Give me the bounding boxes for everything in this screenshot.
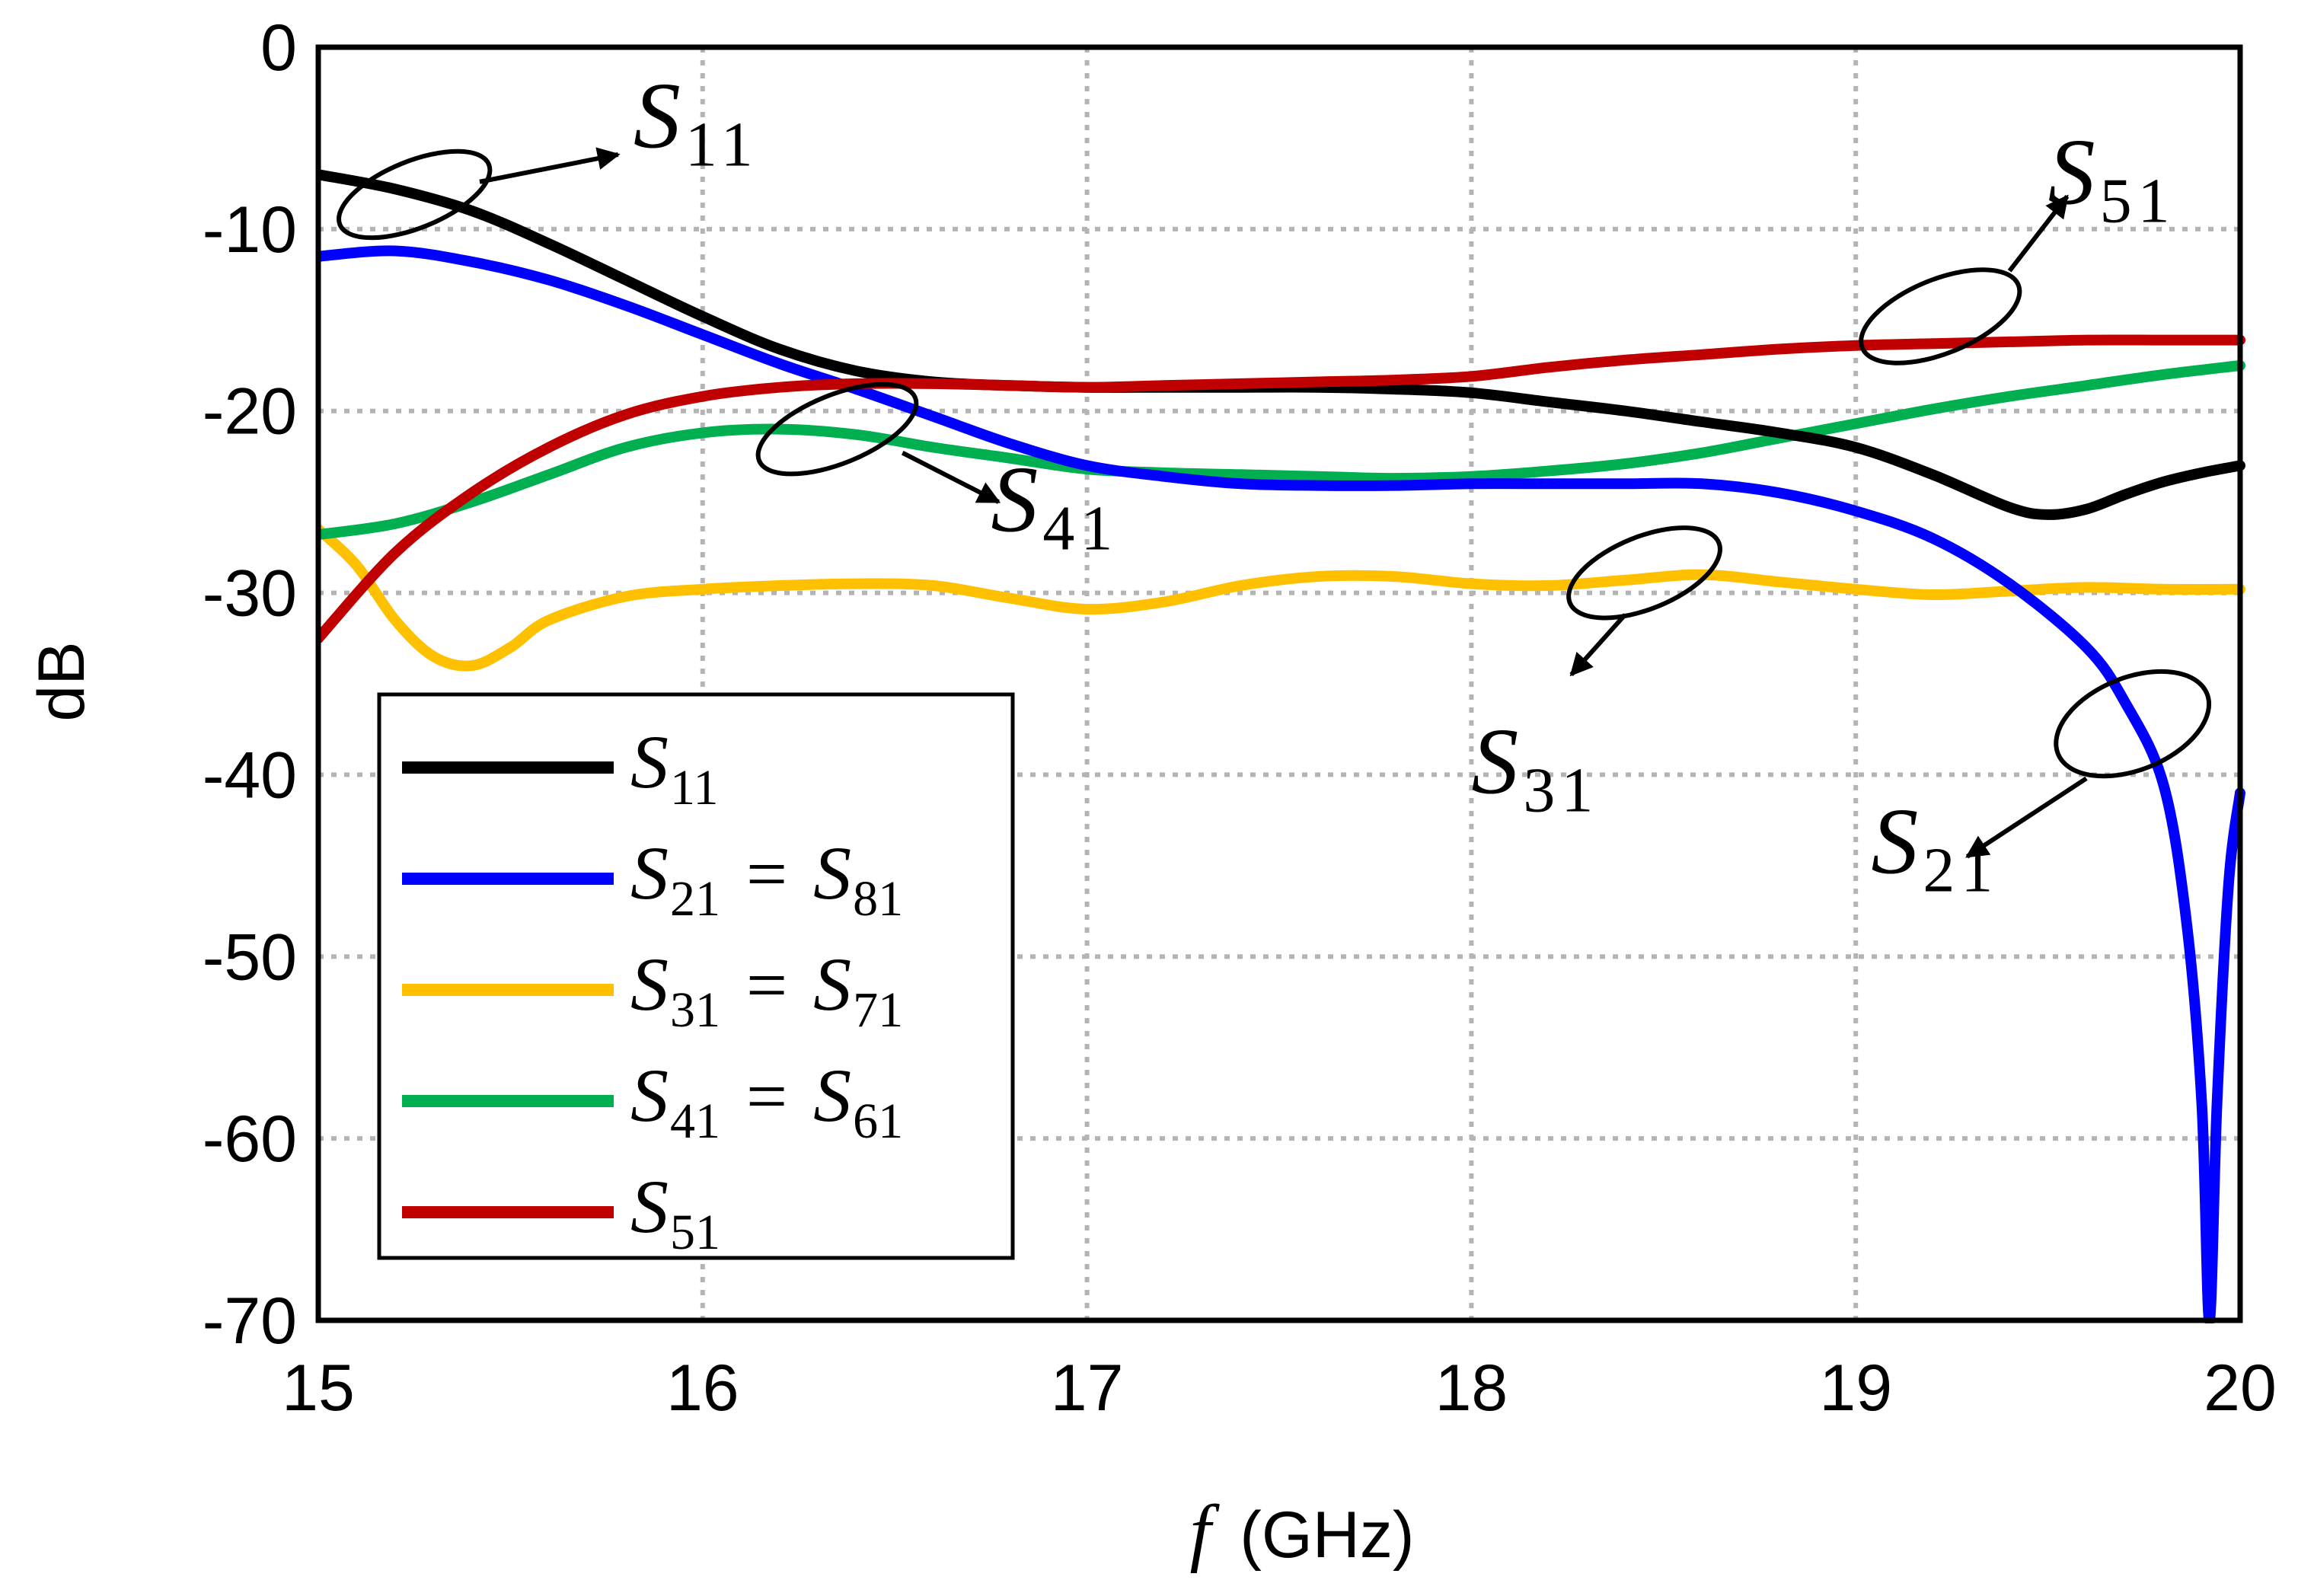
legend-item-s21: S21 = S81 [402,831,903,927]
legend-symbol-2: S [813,831,851,915]
series-line-s41 [318,360,2245,541]
y-tick-label--40: -40 [203,739,297,812]
x-axis-label-unit: (GHz) [1240,1499,1414,1572]
annotation-label-s41: S41 [991,447,1119,563]
series-line-s21 [318,245,2245,1323]
annotation-label-s11-subscript: 11 [685,109,759,180]
legend-item-s51: S51 [402,1164,720,1260]
annotation-label-s41-subscript: 41 [1042,493,1119,563]
x-tick-label-15: 15 [282,1352,355,1425]
legend-subscript-2: 71 [853,982,903,1038]
legend-equals: = [746,1055,787,1137]
annotation-s31: S31 [1471,525,1722,825]
legend-symbol: S [630,1053,669,1138]
annotation-s41: S41 [755,381,1119,563]
annotation-ellipse-s31 [1566,525,1722,621]
annotation-label-s21: S21 [1871,789,1999,905]
legend-symbol: S [630,1164,669,1249]
annotation-arrow-s51 [2007,194,2070,273]
annotation-label-s51: S51 [2048,120,2176,236]
annotation-label-s21-subscript: 21 [1923,835,1999,905]
legend-subscript: 11 [670,760,719,816]
legend-subscript-2: 81 [853,871,903,927]
series-line-s11 [318,169,2245,520]
x-axis-label: f (GHz) [1190,1489,1415,1574]
legend-equals: = [746,944,787,1026]
plot-series [318,169,2245,1323]
legend-item-s11: S11 [402,720,719,816]
annotation-label-s31-symbol: S [1471,709,1518,813]
legend-label-s11: S11 [630,720,719,816]
plot-frame [315,44,2243,1323]
annotation-s21: S21 [1871,669,2212,905]
annotation-arrow-s11 [479,147,621,184]
annotation-arrow-s21 [1965,776,2088,859]
series-line-s51 [318,334,2245,644]
x-axis-label-symbol: f [1190,1489,1221,1574]
tick-labels: 15 16 17 18 19 20 0 -10 -20 -30 -40 -50 -60 -70 [203,11,2277,1425]
legend-subscript-2: 61 [853,1093,903,1149]
annotation-label-s41-symbol: S [991,447,1038,551]
annotation-ellipse-s41 [755,381,919,477]
annotation-label-s51-subscript: 51 [2100,165,2176,236]
annotation-ellipse-s21 [2054,669,2212,779]
annotation-arrow-s41 [901,450,1001,504]
legend-symbol-2: S [813,942,851,1026]
legend-label-s31: S31 = S71 [630,942,903,1038]
annotation-ellipse-s51 [1859,267,2022,365]
annotation-label-s51-symbol: S [2048,120,2095,224]
x-tick-label-18: 18 [1435,1352,1508,1425]
legend-symbol: S [630,831,669,915]
legend-item-s41: S41 = S61 [402,1053,903,1149]
legend-label-s21: S21 = S81 [630,831,903,927]
y-tick-label--50: -50 [203,921,297,994]
annotation-s11: S11 [337,63,759,241]
legend-symbol: S [630,720,669,804]
annotation-ellipse-s11 [337,148,493,241]
legend-subscript: 31 [670,982,720,1038]
legend-equals: = [746,833,787,915]
series-line-s31 [318,524,2245,672]
legend-box [377,692,1015,1260]
annotation-s51: S51 [1859,120,2176,365]
x-tick-label-16: 16 [666,1352,739,1425]
annotation-label-s11: S11 [634,63,759,180]
legend-label-s51: S51 [630,1164,720,1260]
legend-subscript: 21 [670,871,720,927]
legend-item-s31: S31 = S71 [402,942,903,1038]
legend-subscript: 41 [670,1093,720,1149]
legend-subscript: 51 [670,1205,720,1260]
annotation-label-s11-symbol: S [634,63,681,168]
y-tick-label--20: -20 [203,375,297,448]
y-tick-label-0: 0 [260,11,297,85]
y-tick-label--70: -70 [203,1285,297,1358]
annotation-label-s31-subscript: 31 [1523,755,1599,825]
y-axis-label: dB [25,641,98,721]
x-tick-label-17: 17 [1051,1352,1124,1425]
y-tick-label--30: -30 [203,557,297,630]
annotation-label-s21-symbol: S [1871,789,1918,893]
annotation-arrow-s31 [1569,613,1627,677]
y-tick-label--10: -10 [203,193,297,267]
annotation-label-s31: S31 [1471,709,1599,825]
x-tick-label-20: 20 [2204,1352,2277,1425]
x-tick-label-19: 19 [1819,1352,1892,1425]
legend-symbol-2: S [813,1053,851,1138]
legend-label-s41: S41 = S61 [630,1053,903,1149]
y-tick-label--60: -60 [203,1103,297,1176]
legend-symbol: S [630,942,669,1026]
